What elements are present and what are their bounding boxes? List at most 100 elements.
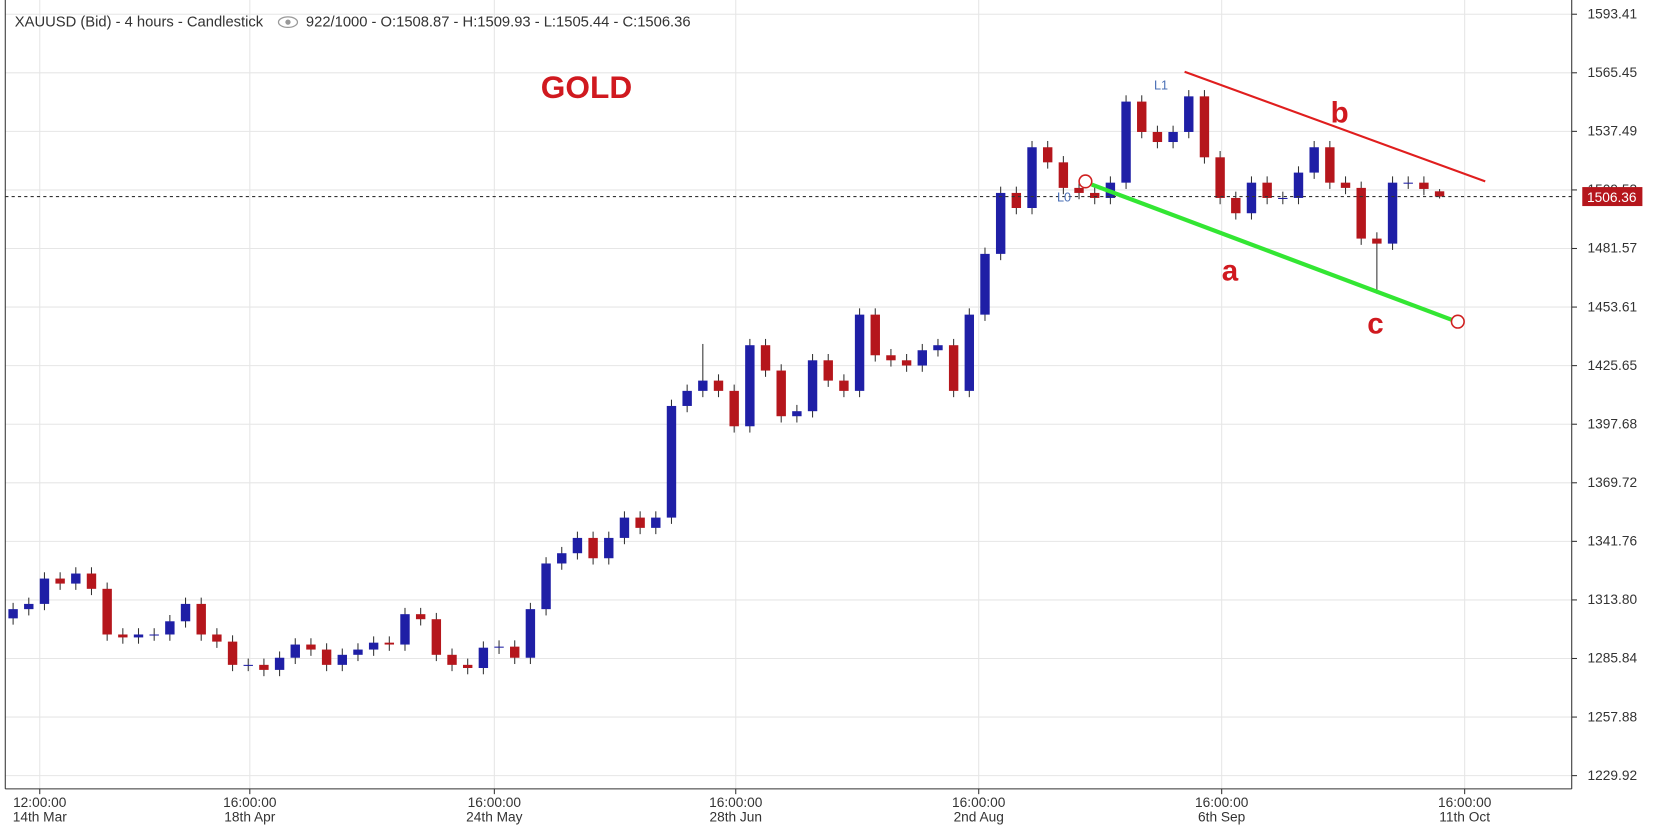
candle-body xyxy=(776,370,786,417)
candle-body xyxy=(839,380,849,391)
candle-body xyxy=(1403,182,1413,184)
candle-body xyxy=(1246,182,1257,214)
candle-body xyxy=(933,345,943,351)
candle-body xyxy=(964,314,975,391)
candle-body xyxy=(431,619,442,655)
candle-body xyxy=(462,664,473,669)
candle-body xyxy=(290,644,300,658)
candle-body xyxy=(870,314,880,356)
y-tick-label: 1453.61 xyxy=(1588,299,1638,314)
candle-body xyxy=(588,537,598,559)
axes: 1593.411565.451537.491509.531481.571453.… xyxy=(13,6,1643,825)
candle-body xyxy=(1372,238,1382,244)
x-tick-date: 14th Mar xyxy=(13,810,68,825)
last-price-box xyxy=(1582,187,1643,207)
wave-label: b xyxy=(1331,96,1349,129)
line-label: L0 xyxy=(1057,190,1071,204)
wave-label: c xyxy=(1367,307,1383,340)
candle-body xyxy=(259,664,269,670)
candle-body xyxy=(557,553,567,564)
candle-body xyxy=(306,644,316,650)
candle-body xyxy=(1231,197,1241,214)
candle-body xyxy=(604,537,614,559)
candle-body xyxy=(227,641,238,665)
gold-label: GOLD xyxy=(541,69,632,105)
candle-body xyxy=(415,614,426,620)
candle-body xyxy=(180,603,191,622)
candle-body xyxy=(368,642,379,650)
y-tick-label: 1369.72 xyxy=(1588,475,1638,490)
y-tick-label: 1397.68 xyxy=(1588,416,1638,431)
candle-body xyxy=(1011,192,1022,209)
candle-body xyxy=(823,360,833,381)
candle-body xyxy=(995,192,1006,254)
x-tick-label: 16:00:00 xyxy=(952,795,1006,810)
candle-body xyxy=(541,563,551,610)
candle-body xyxy=(635,517,645,528)
candle-body xyxy=(948,345,959,391)
candle-body xyxy=(1137,101,1147,132)
candle-body xyxy=(1152,131,1163,143)
candle-body xyxy=(400,614,410,645)
candle-body xyxy=(1042,147,1053,163)
candle-body xyxy=(901,360,912,366)
candle-body xyxy=(1027,147,1037,209)
candle-body xyxy=(666,405,677,518)
x-tick-label: 16:00:00 xyxy=(468,795,522,810)
candle-body xyxy=(353,649,363,655)
candle-body xyxy=(1356,187,1366,239)
candles xyxy=(5,90,1572,677)
candle-body xyxy=(196,603,206,635)
candle-body xyxy=(321,649,332,665)
candle-body xyxy=(1434,191,1445,197)
candle-body xyxy=(525,609,536,658)
candle-body xyxy=(71,573,81,584)
candle-body xyxy=(212,634,222,642)
candle-body xyxy=(1278,197,1288,200)
chart-title: XAUUSD (Bid) - 4 hours - Candlestick xyxy=(15,14,264,30)
candle-body xyxy=(24,603,34,610)
candle-body xyxy=(1325,147,1335,183)
candle-body xyxy=(917,350,927,366)
candle-body xyxy=(165,621,175,635)
x-tick-date: 18th Apr xyxy=(224,810,275,825)
candle-body xyxy=(118,634,128,638)
x-tick-date: 24th May xyxy=(466,810,523,825)
candle-body xyxy=(1199,96,1210,158)
y-tick-label: 1565.45 xyxy=(1588,65,1638,80)
y-tick-label: 1229.92 xyxy=(1588,768,1638,783)
candle-body xyxy=(1168,131,1178,143)
candle-body xyxy=(1387,182,1398,244)
candle-body xyxy=(1184,96,1194,132)
x-tick-date: 2nd Aug xyxy=(954,810,1004,825)
candle-body xyxy=(1293,172,1304,198)
candle-body xyxy=(274,657,285,670)
candle-body xyxy=(651,517,661,528)
candle-body xyxy=(1058,162,1069,188)
candle-body xyxy=(337,654,347,665)
candle-body xyxy=(854,314,865,391)
x-tick-date: 11th Oct xyxy=(1439,810,1490,825)
header-info: 922/1000 - O:1508.87 - H:1509.93 - L:150… xyxy=(306,14,691,30)
candle-body xyxy=(447,654,457,665)
x-tick-label: 16:00:00 xyxy=(709,795,763,810)
candle-body xyxy=(384,642,395,645)
candle-body xyxy=(729,390,739,427)
x-tick-date: 28th Jun xyxy=(709,810,762,825)
candle-body xyxy=(1340,182,1351,188)
candle-body xyxy=(698,380,708,391)
candle-body xyxy=(760,345,771,371)
candle-body xyxy=(807,360,818,412)
candle-body xyxy=(1419,182,1429,189)
wave-label: a xyxy=(1222,255,1239,288)
last-price-label: 1506.36 xyxy=(1587,190,1637,205)
trendline-handle xyxy=(1450,314,1465,329)
candle-body xyxy=(1262,182,1272,198)
x-tick-label: 16:00:00 xyxy=(1195,795,1249,810)
y-tick-label: 1481.57 xyxy=(1588,241,1638,256)
y-tick-label: 1341.76 xyxy=(1588,534,1638,549)
candle-body xyxy=(1309,147,1319,173)
eye-icon[interactable] xyxy=(277,16,299,29)
